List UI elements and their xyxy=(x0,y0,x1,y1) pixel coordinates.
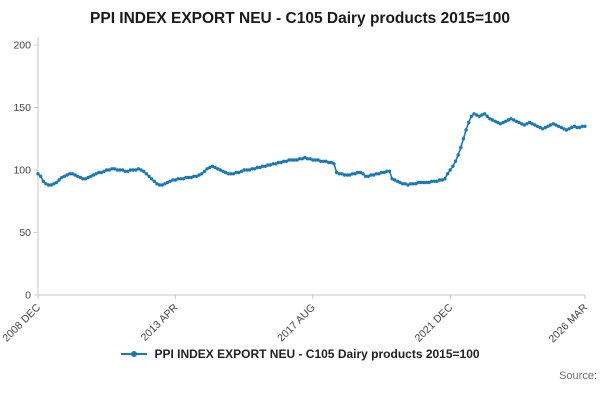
svg-text:150: 150 xyxy=(13,102,31,114)
legend-label: PPI INDEX EXPORT NEU - C105 Dairy produc… xyxy=(154,347,480,361)
svg-text:100: 100 xyxy=(13,165,31,177)
source-label: Source: xyxy=(559,370,597,382)
chart-title: PPI INDEX EXPORT NEU - C105 Dairy produc… xyxy=(90,10,510,27)
legend-line-marker-icon xyxy=(121,351,148,357)
legend: PPI INDEX EXPORT NEU - C105 Dairy produc… xyxy=(0,342,600,366)
svg-text:2013 APR: 2013 APR xyxy=(139,301,181,343)
svg-text:0: 0 xyxy=(25,290,31,302)
chart-area: 0 50 100 150 200 2008 DEC 2013 APR 2017 AUG 2021… xyxy=(0,30,600,348)
svg-text:200: 200 xyxy=(13,40,31,52)
svg-text:2021 DEC: 2021 DEC xyxy=(413,301,456,344)
svg-text:2008 DEC: 2008 DEC xyxy=(0,301,43,344)
chart-svg: 0 50 100 150 200 2008 DEC 2013 APR 2017 AUG 2021… xyxy=(0,37,591,345)
svg-text:50: 50 xyxy=(19,227,31,239)
svg-text:2017 AUG: 2017 AUG xyxy=(275,302,318,345)
svg-text:2026 MAR: 2026 MAR xyxy=(547,301,591,345)
